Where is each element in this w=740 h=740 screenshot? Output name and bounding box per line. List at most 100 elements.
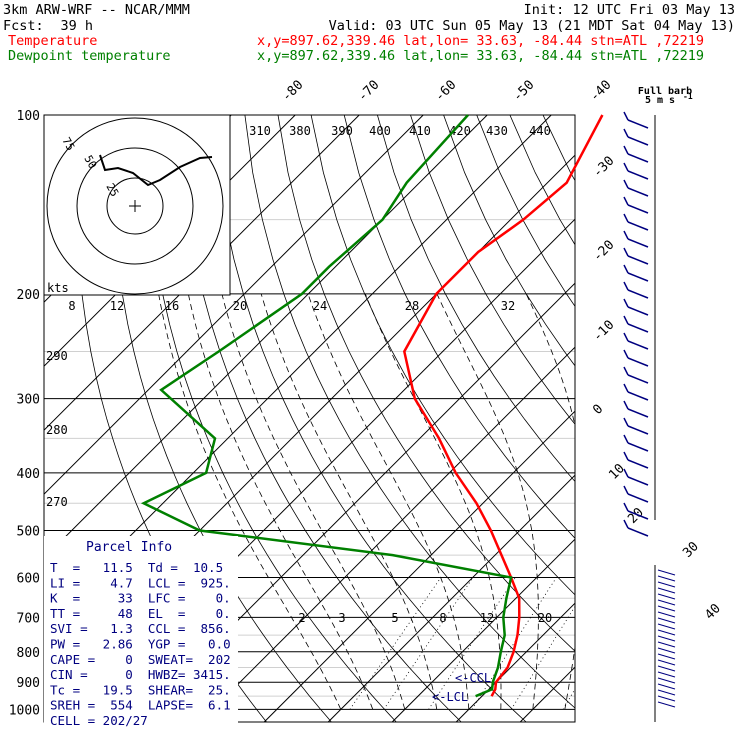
wind-barb-flag	[623, 400, 629, 410]
temperature-tick-label: 20	[625, 505, 647, 527]
mixing-ratio-line	[471, 577, 557, 710]
wind-barb-flag	[623, 179, 629, 189]
wind-barb	[627, 238, 649, 248]
hodograph-speed-label: 24	[313, 299, 327, 313]
wind-barb-flag	[623, 519, 629, 529]
wind-barb	[657, 677, 676, 684]
wind-barb	[627, 119, 649, 129]
hodograph-speed-label: 32	[501, 299, 515, 313]
wind-barb-flag	[623, 468, 629, 478]
dry-adiabat	[244, 115, 575, 709]
valid-time: Valid: 03 UTC Sun 05 May 13 (21 MDT Sat …	[329, 18, 735, 34]
parcel-info-row: PW = 2.86 YGP = 0.0	[50, 637, 231, 652]
temperature-line	[402, 114, 604, 697]
temperature-tick-label: 0	[590, 402, 606, 418]
temperature-tick-label: -70	[355, 78, 382, 105]
wind-barb	[627, 153, 649, 163]
wind-barb	[627, 391, 649, 401]
hodograph-speed-label: 8	[68, 299, 75, 313]
dry-adiabat	[310, 115, 575, 596]
theta-label: 420	[449, 124, 471, 138]
wind-barb	[627, 425, 649, 435]
hodograph-speed-label: 20	[233, 299, 247, 313]
moist-adiabat	[364, 293, 502, 710]
parcel-info-row: T = 11.5 Td = 10.5	[50, 560, 223, 575]
moist-adiabat	[525, 293, 575, 710]
full-barb-exponent: -1	[683, 92, 693, 101]
wind-barb	[657, 701, 676, 708]
moist-adiabat	[661, 294, 740, 710]
wind-barb	[657, 575, 676, 582]
mixing-ratio-label: 2	[298, 611, 305, 625]
pressure-tick-label: 800	[17, 646, 40, 661]
wind-barb	[627, 493, 649, 503]
mixing-ratio-label: 3	[338, 611, 345, 625]
wind-barb	[627, 170, 649, 180]
wind-barb-flag	[623, 451, 629, 461]
forecast-hour: 39 h	[60, 18, 93, 34]
temperature-tick-label: -30	[590, 154, 617, 181]
temperature-tick-label: -80	[279, 78, 306, 105]
wind-barb	[627, 204, 649, 214]
temperature-location: x,y=897.62,339.46 lat,lon= 33.63, -84.44…	[257, 33, 704, 49]
temperature-tick-label: 30	[680, 539, 702, 561]
wind-barb	[657, 605, 676, 612]
moist-adiabat	[436, 293, 539, 710]
dry-adiabat	[576, 115, 740, 722]
pressure-tick-label: 200	[17, 288, 40, 303]
wind-barb	[657, 665, 676, 672]
moist-adiabat	[158, 293, 342, 710]
mixing-ratio-label: 12	[480, 611, 494, 625]
parcel-info-row: CAPE = 0 SWEAT= 202	[50, 652, 231, 667]
wind-barb	[657, 695, 676, 702]
wind-barb-flag	[623, 196, 629, 206]
dry-adiabat	[277, 115, 575, 652]
dry-adiabat	[542, 115, 575, 182]
isotherm	[455, 602, 575, 723]
wind-barb	[657, 683, 676, 690]
wind-barb-flag	[623, 128, 629, 138]
hodograph-speed-label: 28	[405, 299, 419, 313]
pressure-tick-label: 900	[17, 676, 40, 691]
wind-barb-flag	[623, 247, 629, 257]
parcel-info-rows: T = 11.5 Td = 10.5LI = 4.7 LCL = 925.K =…	[50, 560, 231, 728]
parcel-info-row: LI = 4.7 LCL = 925.	[50, 575, 231, 590]
wind-barb	[657, 659, 676, 666]
hodograph-trace	[99, 154, 213, 187]
wind-barb-flag	[623, 485, 629, 495]
wind-barb	[627, 289, 649, 299]
theta-label: 400	[369, 124, 391, 138]
pressure-tick-label: 400	[17, 467, 40, 482]
wind-barb-flag	[623, 213, 629, 223]
pressure-tick-label: 600	[17, 572, 40, 587]
theta-e-label: 280	[46, 423, 68, 437]
dry-adiabat	[676, 115, 740, 722]
parcel-info-row: TT = 48 EL = 0.	[50, 606, 231, 621]
dewpoint-location: x,y=897.62,339.46 lat,lon= 33.63, -84.44…	[257, 48, 704, 64]
wind-barb	[657, 569, 676, 576]
temperature-tick-label: 10	[606, 461, 628, 483]
wind-barb-flag	[623, 298, 629, 308]
wind-barb	[657, 671, 676, 678]
pressure-tick-label: 1000	[9, 703, 40, 718]
isotherm	[44, 115, 424, 495]
wind-barb-flag	[623, 366, 629, 376]
wind-barb	[657, 641, 676, 648]
hodograph-unit-label: kts	[47, 281, 69, 295]
moist-adiabat	[221, 293, 406, 710]
wind-barb-flag	[623, 349, 629, 359]
wind-barb	[657, 647, 676, 654]
wind-barb	[657, 599, 676, 606]
temperature-legend: Temperature	[8, 33, 97, 49]
wind-barb	[627, 340, 649, 350]
theta-label: 310	[249, 124, 271, 138]
wind-barb-flag	[623, 502, 629, 512]
dry-adiabat	[410, 115, 575, 425]
dry-adiabat	[145, 115, 397, 723]
wind-barb	[627, 272, 649, 282]
parcel-info-row: SREH = 554 LAPSE= 6.1	[50, 698, 231, 713]
wind-barb-flag	[623, 281, 629, 291]
pressure-tick-label: 500	[17, 524, 40, 539]
parcel-info-row: CELL = 202/27	[50, 713, 148, 728]
